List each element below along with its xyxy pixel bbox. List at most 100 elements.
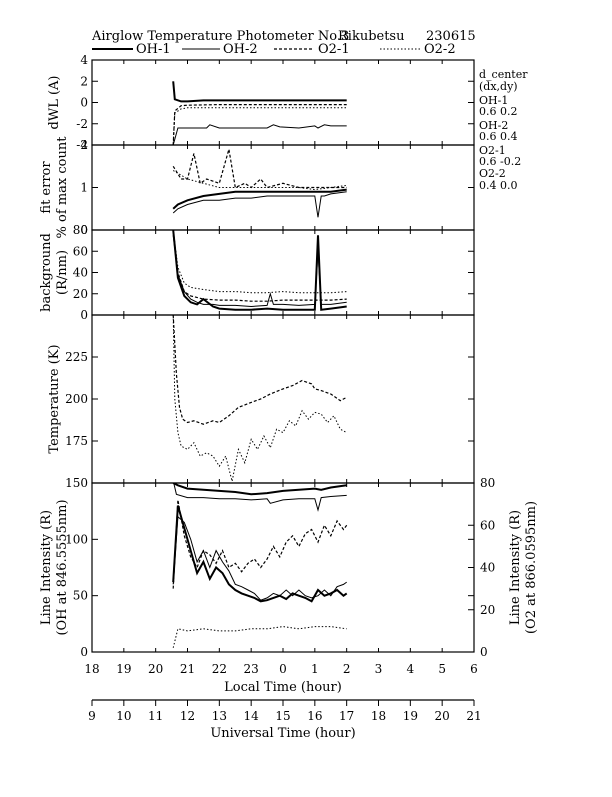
ylabel2-background: (R/nm): [55, 250, 70, 295]
ytick-label-temperature: 225: [65, 350, 88, 364]
panel-dwl: -4 -2 0 2 4 dWL (A): [47, 53, 475, 152]
ylabel-dwl: dWL (A): [47, 76, 62, 130]
ylabel-fit: fit error: [39, 161, 54, 214]
right-ylabel2-intensity: (O2 at 866.0595nm): [524, 501, 539, 634]
xtick-label-universal: 11: [148, 709, 163, 723]
legend-label-o2-2: O2-2: [424, 42, 456, 57]
xtick-label-universal: 14: [244, 709, 260, 723]
ytick-label-dwl: 4: [80, 53, 88, 67]
series-background-oh-1: [172, 230, 347, 311]
panel-frame-dwl: [91, 59, 475, 146]
side-header: d_center: [479, 68, 528, 81]
panel-frame-intensity: [91, 482, 475, 653]
ytick-label-dwl: -4: [76, 138, 88, 152]
ytick-label-temperature: 200: [65, 392, 88, 406]
legend-label-oh-1: OH-1: [136, 42, 171, 57]
series-fit-o2-1: [172, 149, 347, 189]
side-entry-name-o2-2: O2-2: [479, 167, 506, 180]
ytick-label-temperature: 175: [65, 434, 88, 448]
series-dwl-o2-1: [172, 103, 347, 145]
xlabel-local: Local Time (hour): [224, 680, 342, 695]
ylabel2-intensity: (OH at 846.5555nm): [55, 499, 70, 635]
ytick-label-dwl: 0: [80, 96, 88, 110]
series-temperature-o2-1: [172, 315, 347, 425]
series-intensity-o2-1: [172, 499, 348, 589]
xtick-label-local: 23: [244, 662, 259, 676]
xtick-label-universal: 13: [212, 709, 227, 723]
ytick-right-label-intensity: 0: [480, 645, 488, 659]
ytick-right-label-intensity: 20: [480, 603, 495, 617]
ylabel2-fit: % of max count: [55, 136, 70, 239]
xtick-label-universal: 17: [339, 709, 354, 723]
panel-fit: 0 1 2 fit error% of max count: [39, 136, 475, 239]
series-intensity-oh-1-top: [172, 483, 347, 496]
ytick-label-intensity: 100: [65, 532, 88, 546]
ytick-label-background: 20: [73, 287, 88, 301]
side-entry-name-o2-1: O2-1: [479, 144, 506, 157]
series-fit-oh-2: [172, 191, 347, 218]
ytick-label-background: 60: [73, 244, 88, 258]
ytick-right-label-intensity: 60: [480, 518, 495, 532]
side-entry-values-o2-1: 0.6 -0.2: [479, 155, 521, 168]
ytick-label-intensity: 0: [80, 645, 88, 659]
ytick-label-dwl: 2: [80, 74, 88, 88]
xtick-label-universal: 15: [275, 709, 290, 723]
panels: -4 -2 0 2 4 dWL (A) 0 1 2 fit error% of max count…: [39, 53, 539, 659]
xtick-label-local: 19: [116, 662, 131, 676]
ytick-label-dwl: -2: [76, 117, 88, 131]
panel-frame-background: [91, 229, 475, 316]
xtick-label-local: 2: [343, 662, 351, 676]
panel-frame-temperature: [91, 314, 475, 484]
side-info: d_center(dx,dy)OH-10.6 0.2OH-20.6 0.4O2-…: [479, 68, 528, 192]
series-intensity-o2-2: [172, 626, 347, 648]
series-intensity-oh-1: [172, 505, 348, 603]
ylabel-background: background: [39, 233, 54, 312]
series-dwl-oh-1: [172, 81, 347, 103]
xtick-label-local: 1: [311, 662, 319, 676]
xtick-label-local: 22: [212, 662, 227, 676]
series-temperature-o2-2: [172, 315, 347, 482]
ytick-right-label-intensity: 80: [480, 476, 495, 490]
legend: OH-1 OH-2 O2-1 O2-2: [92, 42, 456, 57]
xtick-label-local: 21: [180, 662, 195, 676]
ytick-label-fit: 2: [80, 138, 88, 152]
xtick-label-local: 20: [148, 662, 163, 676]
series-intensity-oh-2-top: [173, 483, 347, 512]
side-entry-values-oh-2: 0.6 0.4: [479, 130, 517, 143]
ytick-label-fit: 0: [80, 223, 88, 237]
xtick-label-universal: 16: [307, 709, 322, 723]
series-dwl-oh-2: [172, 124, 347, 145]
xtick-label-local: 5: [438, 662, 446, 676]
xtick-label-local: 6: [470, 662, 478, 676]
side-entry-name-oh-2: OH-2: [479, 119, 508, 132]
series-dwl-o2-2: [172, 107, 347, 145]
xtick-label-local: 3: [375, 662, 383, 676]
legend-label-o2-1: O2-1: [318, 42, 350, 57]
panel-background: 0 20 40 60 80 background (R/nm): [39, 223, 475, 322]
xtick-label-universal: 9: [88, 709, 96, 723]
side-entry-name-oh-1: OH-1: [479, 94, 508, 107]
legend-label-oh-2: OH-2: [223, 42, 258, 57]
series-fit-o2-2: [172, 170, 347, 191]
chart-title-date: 230615: [426, 29, 476, 44]
side-header2: (dx,dy): [479, 80, 518, 93]
series-background-o2-1: [172, 230, 347, 302]
series-fit-oh-1: [172, 188, 347, 210]
ytick-label-intensity: 50: [73, 589, 88, 603]
ylabel-intensity: Line Intensity (R): [39, 510, 54, 625]
xtick-label-local: 4: [407, 662, 415, 676]
xtick-label-universal: 20: [435, 709, 450, 723]
xtick-label-universal: 18: [371, 709, 386, 723]
ytick-label-background: 80: [73, 223, 88, 237]
xtick-label-universal: 21: [466, 709, 481, 723]
xtick-label-local: 0: [279, 662, 287, 676]
xtick-label-universal: 12: [180, 709, 195, 723]
right-ylabel-intensity: Line Intensity (R): [508, 510, 523, 625]
series-intensity-oh-2: [172, 515, 347, 601]
ylabel-temperature: Temperature (K): [47, 344, 62, 453]
